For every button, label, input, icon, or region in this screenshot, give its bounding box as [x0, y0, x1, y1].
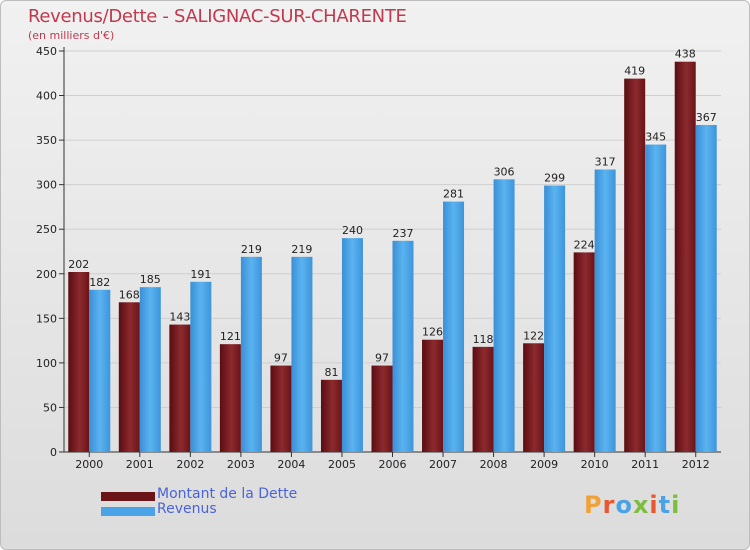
data-label-debt-2009: 122	[523, 329, 544, 342]
y-tick-label-0: 0	[50, 446, 57, 459]
y-tick-label-250: 250	[36, 223, 57, 236]
y-tick-label-350: 350	[36, 134, 57, 147]
proxiti-logo: Proxiti	[584, 491, 680, 519]
data-label-revenue-2008: 306	[494, 165, 515, 178]
chart-title: Revenus/Dette - SALIGNAC-SUR-CHARENTE	[28, 6, 407, 27]
x-tick-label-2002: 2002	[176, 458, 204, 471]
x-tick-label-2003: 2003	[227, 458, 255, 471]
logo-letter: P	[584, 491, 603, 519]
data-label-debt-2003: 121	[220, 330, 241, 343]
data-label-revenue-2000: 182	[89, 276, 110, 289]
y-tick-label-50: 50	[43, 401, 57, 414]
x-tick-label-2010: 2010	[581, 458, 609, 471]
data-label-debt-2001: 168	[119, 288, 140, 301]
logo-letter: i	[671, 491, 681, 519]
logo-letter: x	[632, 491, 650, 519]
data-label-debt-2006: 97	[375, 352, 389, 365]
data-label-revenue-2007: 281	[443, 188, 464, 201]
x-tick-label-2008: 2008	[480, 458, 508, 471]
bar-debt-2001	[118, 302, 140, 452]
bar-debt-2005	[320, 379, 342, 452]
data-label-revenue-2009: 299	[544, 172, 565, 185]
y-tick-label-400: 400	[36, 90, 57, 103]
logo-letter: r	[602, 491, 616, 519]
bar-revenue-2010	[594, 169, 616, 453]
bar-debt-2009	[523, 343, 545, 452]
data-label-revenue-2011: 345	[645, 131, 666, 144]
bar-revenue-2001	[139, 287, 161, 452]
x-tick-label-2005: 2005	[328, 458, 356, 471]
legend-debt-label: Montant de la Dette	[157, 486, 298, 502]
data-label-debt-2011: 419	[624, 65, 645, 78]
y-tick-label-450: 450	[36, 45, 57, 58]
data-label-revenue-2010: 317	[595, 156, 616, 169]
y-tick-label-150: 150	[36, 312, 57, 325]
bar-revenue-2000	[89, 289, 111, 452]
data-label-debt-2002: 143	[169, 311, 190, 324]
bar-debt-2010	[573, 252, 595, 452]
y-tick-label-100: 100	[36, 357, 57, 370]
x-tick-label-2006: 2006	[379, 458, 407, 471]
data-label-revenue-2005: 240	[342, 224, 363, 237]
bar-debt-2002	[169, 324, 191, 452]
data-label-revenue-2012: 367	[696, 111, 717, 124]
bar-debt-2011	[624, 78, 646, 452]
bar-debt-2012	[674, 61, 696, 453]
bar-revenue-2003	[240, 256, 262, 452]
legend-revenue-swatch	[101, 507, 155, 516]
bar-revenue-2012	[695, 124, 717, 452]
data-label-debt-2007: 126	[422, 326, 443, 339]
bar-revenue-2008	[493, 179, 515, 452]
bar-debt-2004	[270, 365, 292, 452]
legend-revenue-label: Revenus	[157, 501, 217, 517]
x-tick-label-2004: 2004	[277, 458, 305, 471]
data-label-debt-2008: 118	[473, 333, 494, 346]
data-label-revenue-2004: 219	[291, 243, 312, 256]
chart-subtitle: (en milliers d'€)	[28, 29, 115, 42]
data-label-debt-2000: 202	[68, 258, 89, 271]
x-tick-label-2009: 2009	[530, 458, 558, 471]
data-label-revenue-2006: 237	[393, 227, 414, 240]
bar-revenue-2006	[392, 240, 414, 452]
bar-debt-2000	[68, 271, 90, 452]
data-label-debt-2005: 81	[324, 366, 338, 379]
data-label-revenue-2001: 185	[140, 273, 161, 286]
bar-debt-2003	[219, 344, 241, 452]
y-tick-label-300: 300	[36, 179, 57, 192]
x-tick-label-2000: 2000	[75, 458, 103, 471]
data-label-revenue-2003: 219	[241, 243, 262, 256]
bar-revenue-2005	[341, 238, 363, 452]
data-label-revenue-2002: 191	[190, 268, 211, 281]
bar-revenue-2004	[291, 256, 313, 452]
data-label-debt-2012: 438	[675, 48, 696, 61]
logo-letter: o	[615, 491, 633, 519]
x-tick-label-2007: 2007	[429, 458, 457, 471]
logo-letter: i	[649, 491, 659, 519]
legend-debt-swatch	[101, 492, 155, 501]
bar-revenue-2007	[443, 201, 465, 452]
data-label-debt-2004: 97	[274, 352, 288, 365]
bar-debt-2008	[472, 346, 494, 452]
bar-revenue-2002	[190, 281, 212, 452]
x-tick-label-2001: 2001	[126, 458, 154, 471]
y-tick-label-200: 200	[36, 268, 57, 281]
logo-letter: t	[658, 491, 672, 519]
bar-debt-2007	[422, 339, 444, 452]
data-label-debt-2010: 224	[574, 238, 595, 251]
x-tick-label-2012: 2012	[682, 458, 710, 471]
bar-revenue-2009	[544, 185, 566, 452]
bar-debt-2006	[371, 365, 393, 452]
bar-revenue-2011	[645, 144, 667, 453]
x-tick-label-2011: 2011	[631, 458, 659, 471]
